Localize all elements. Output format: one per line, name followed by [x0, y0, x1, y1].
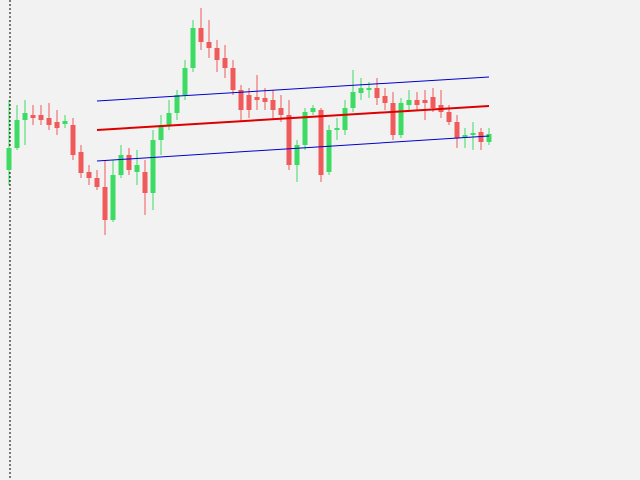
candle-body — [270, 100, 276, 110]
candle-body — [246, 95, 252, 110]
candle-body — [70, 125, 76, 155]
candle-body — [342, 108, 348, 130]
candle-body — [318, 110, 324, 175]
candle-body — [158, 125, 164, 140]
candle-body — [446, 112, 452, 122]
candle-body — [62, 121, 68, 124]
candle-body — [142, 172, 148, 193]
candle-body — [302, 112, 308, 145]
candle-body — [6, 148, 12, 170]
candle-body — [214, 48, 220, 60]
candle-body — [206, 42, 212, 48]
candle-body — [286, 115, 292, 165]
candle-body — [78, 152, 84, 173]
candle-body — [54, 122, 60, 128]
candle-body — [190, 28, 196, 68]
candle-body — [278, 108, 284, 115]
candle-body — [46, 118, 52, 125]
candle-body — [174, 95, 180, 113]
candle-body — [222, 58, 228, 68]
candle-body — [414, 100, 420, 105]
candle-body — [230, 68, 236, 90]
candle-body — [334, 128, 340, 130]
candle-body — [254, 97, 260, 100]
candle-body — [30, 115, 36, 118]
candle-body — [462, 135, 468, 138]
candle-body — [382, 96, 388, 103]
candle-body — [390, 103, 396, 135]
candle-body — [38, 115, 44, 120]
candle-body — [358, 88, 364, 93]
candle-body — [110, 175, 116, 220]
channel-line — [96, 76, 490, 102]
candle-body — [310, 108, 316, 112]
candle-body — [406, 100, 412, 105]
candle-body — [470, 133, 476, 135]
candle-body — [94, 178, 100, 187]
candle-body — [326, 130, 332, 172]
candle-body — [398, 103, 404, 135]
candle-body — [126, 155, 132, 170]
candle-body — [150, 140, 156, 193]
candle-body — [102, 187, 108, 220]
candle-body — [86, 172, 92, 178]
candle-body — [262, 98, 268, 102]
candle-body — [366, 88, 372, 90]
candle-body — [22, 113, 28, 120]
channel-line — [96, 105, 490, 131]
candle-body — [182, 68, 188, 95]
candle-body — [294, 145, 300, 165]
candle-body — [430, 97, 436, 108]
candle-body — [486, 134, 492, 142]
candle-body — [350, 92, 356, 108]
candle-body — [238, 90, 244, 110]
candle-body — [134, 165, 140, 172]
candle-body — [14, 120, 20, 148]
candle-body — [374, 88, 380, 98]
channel-line — [96, 135, 490, 162]
candle-body — [166, 113, 172, 125]
candle-body — [118, 155, 124, 175]
candle-body — [454, 122, 460, 138]
candle-body — [422, 100, 428, 103]
candle-body — [198, 28, 204, 42]
